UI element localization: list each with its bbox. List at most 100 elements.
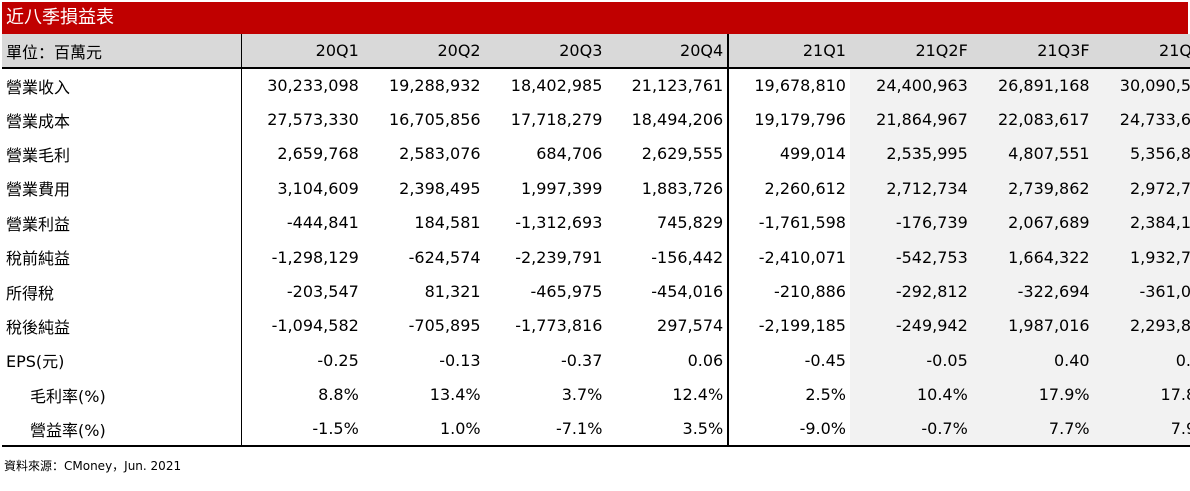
cell-value: -1,312,693: [515, 213, 603, 233]
cell-value: 2,293,867: [1093, 308, 1190, 344]
cell-value: -444,841: [240, 205, 363, 240]
table-title: 近八季損益表: [2, 2, 1188, 34]
cell-value: 16,705,856: [388, 110, 481, 130]
cell-value: -203,547: [240, 274, 363, 309]
cell-value: -1,761,598: [727, 205, 850, 240]
period-header: 21Q4F: [1093, 34, 1190, 69]
cell-value: 2,384,139: [1093, 205, 1190, 240]
cell-value: 19,288,932: [388, 76, 481, 96]
cell-value: 1,987,016: [971, 308, 1094, 344]
row-label: 營業毛利: [6, 145, 71, 165]
table-row: 營業成本 27,573,330 16,705,856 17,718,279 18,494…: [2, 102, 1190, 137]
cell-value: -0.05: [849, 343, 972, 378]
row-label: 營業成本: [6, 111, 71, 131]
cell-value: 8.8%: [240, 377, 363, 412]
cell-value: 4,807,551: [971, 136, 1094, 172]
row-label: 營益率(%): [2, 411, 241, 448]
income-table: 單位：百萬元 20Q1 20Q2 20Q3 20Q4 21Q1 21Q2F 21…: [2, 34, 1190, 448]
cell-value: 17,718,279: [510, 110, 603, 130]
row-label: 營業費用: [6, 180, 71, 200]
cell-value: -176,739: [849, 205, 972, 240]
cell-value: -465,975: [530, 282, 603, 302]
period-header: 21Q1: [727, 34, 850, 69]
cell-value: 5,356,889: [1093, 136, 1190, 172]
cell-value: 2,659,768: [240, 136, 363, 172]
cell-value: -705,895: [408, 316, 481, 336]
cell-value: -322,694: [971, 274, 1094, 309]
cell-value: 26,891,168: [971, 68, 1094, 103]
row-label: 所得稅: [6, 283, 55, 303]
cell-value: 3,104,609: [240, 171, 363, 206]
cell-value: 2,739,862: [971, 171, 1094, 206]
cell-value: 0.40: [971, 343, 1094, 378]
table-row: 營業費用 3,104,609 2,398,495 1,997,399 1,883,726…: [2, 171, 1190, 206]
cell-value: -2,199,185: [727, 308, 850, 344]
cell-value: 18,402,985: [510, 76, 603, 96]
cell-value: -1,773,816: [515, 316, 603, 336]
cell-value: 2,583,076: [399, 144, 481, 164]
period-header: 20Q2: [362, 34, 485, 69]
cell-value: -292,812: [849, 274, 972, 309]
cell-value: -249,942: [849, 308, 972, 344]
table-row: 所得稅 -203,547 81,321 -465,975 -454,016 -210,88…: [2, 274, 1190, 309]
cell-value: -9.0%: [727, 411, 850, 448]
source-note: 資料來源：CMoney，Jun. 2021: [4, 459, 182, 473]
cell-value: -2,239,791: [515, 247, 603, 267]
cell-value: 1,932,780: [1093, 239, 1190, 275]
table-row: 營業收入 30,233,098 19,288,932 18,402,985 21,123…: [2, 68, 1190, 103]
cell-value: -1.5%: [240, 411, 363, 448]
table-row: 稅前純益 -1,298,129 -624,574 -2,239,791 -156,442…: [2, 239, 1190, 275]
cell-value: 18,494,206: [631, 110, 724, 130]
cell-value: -0.25: [240, 343, 363, 378]
cell-value: 2,712,734: [849, 171, 972, 206]
cell-value: -1,094,582: [240, 308, 363, 344]
unit-label: 單位：百萬元: [2, 34, 241, 69]
cell-value: 81,321: [424, 282, 481, 302]
cell-value: 17.8%: [1093, 377, 1190, 412]
cell-value: -0.45: [727, 343, 850, 378]
cell-value: 1.0%: [362, 411, 485, 448]
cell-value: 3.7%: [561, 385, 603, 405]
period-header: 20Q4: [606, 34, 729, 69]
cell-value: 7.9%: [1093, 411, 1190, 448]
cell-value: 17.9%: [971, 377, 1094, 412]
cell-value: 745,829: [657, 213, 724, 233]
table-row: EPS(元) -0.25 -0.13 -0.37 0.06 -0.45 -0.05 0.40 0…: [2, 343, 1190, 378]
cell-value: -0.37: [560, 350, 603, 370]
header-row: 單位：百萬元 20Q1 20Q2 20Q3 20Q4 21Q1 21Q2F 21…: [2, 34, 1190, 69]
row-label: EPS(元): [6, 352, 65, 372]
cell-value: 24,733,651: [1093, 102, 1190, 137]
row-label: 稅後純益: [6, 317, 71, 337]
table-body: 營業收入 30,233,098 19,288,932 18,402,985 21,123…: [2, 68, 1190, 448]
row-label: 毛利率(%): [30, 386, 106, 406]
cell-value: 7.7%: [971, 411, 1094, 448]
cell-value: -0.13: [439, 350, 481, 370]
cell-value: 3.5%: [606, 411, 729, 448]
cell-value: -542,753: [849, 239, 972, 275]
period-header: 20Q1: [240, 34, 363, 69]
cell-value: -2,410,071: [727, 239, 850, 275]
cell-value: 1,883,726: [641, 178, 724, 198]
cell-value: 22,083,617: [971, 102, 1094, 137]
cell-value: -624,574: [408, 247, 481, 267]
cell-value: 24,400,963: [849, 68, 972, 103]
cell-value: 21,864,967: [849, 102, 972, 137]
row-label: 營業利益: [6, 214, 71, 234]
row-label: 稅前純益: [6, 249, 71, 269]
cell-value: 184,581: [414, 213, 481, 233]
cell-value: 19,678,810: [727, 68, 850, 103]
cell-value: 297,574: [657, 316, 724, 336]
table-row: 毛利率(%) 8.8% 13.4% 3.7% 12.4% 2.5% 10.4% 17.9% 17…: [2, 377, 1190, 412]
row-label: 營業收入: [6, 77, 71, 97]
cell-value: 30,090,540: [1093, 68, 1190, 103]
cell-value: 2,629,555: [641, 144, 724, 164]
cell-value: 1,664,322: [971, 239, 1094, 275]
cell-value: -454,016: [651, 282, 724, 302]
cell-value: 1,997,399: [520, 178, 603, 198]
cell-value: 0.46: [1093, 343, 1190, 378]
period-header: 20Q3: [484, 34, 607, 69]
cell-value: -361,086: [1093, 274, 1190, 309]
cell-value: 2,398,495: [399, 178, 481, 198]
cell-value: 499,014: [727, 136, 850, 172]
